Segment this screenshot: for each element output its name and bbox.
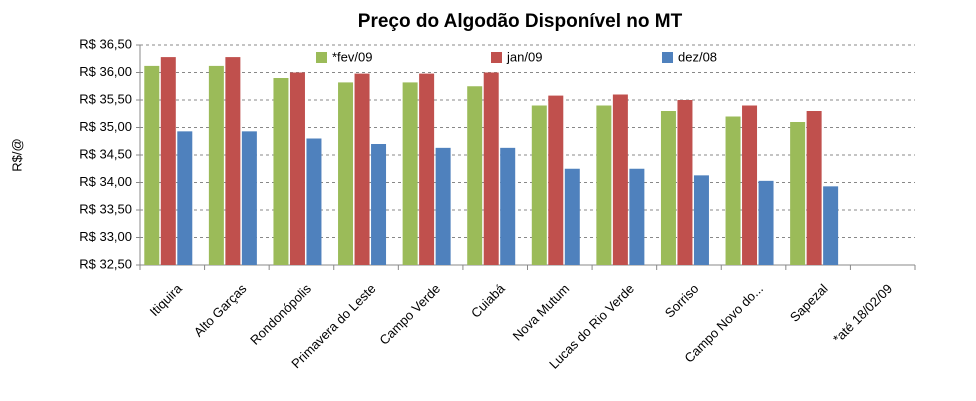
bar: [806, 111, 822, 265]
bar: [564, 168, 580, 265]
bar: [338, 82, 354, 266]
x-tick-label: Alto Garças: [191, 281, 250, 340]
bar: [758, 180, 774, 265]
bar: [225, 57, 241, 265]
bar: [790, 122, 806, 265]
bar: [483, 72, 499, 265]
y-tick-label: R$ 32,50: [79, 256, 132, 271]
bar: [612, 94, 628, 265]
x-tick-label: *até 18/02/09: [830, 281, 895, 346]
x-tick-label: Rondonópolis: [247, 281, 314, 348]
bar: [467, 86, 483, 265]
y-tick-label: R$ 34,00: [79, 174, 132, 189]
legend-label: dez/08: [678, 49, 717, 64]
bar: [677, 100, 693, 265]
bar: [596, 105, 612, 265]
x-tick-label: Campo Verde: [376, 281, 443, 348]
bar: [629, 168, 645, 265]
bar: [531, 105, 547, 265]
bar: [419, 73, 435, 265]
x-tick-label: Sapezal: [787, 281, 831, 325]
x-tick-label: Sorriso: [662, 281, 702, 321]
bar: [500, 147, 516, 265]
chart-title: Preço do Algodão Disponível no MT: [358, 11, 683, 32]
bar: [742, 105, 758, 265]
x-tick-label: Cuiabá: [468, 280, 508, 320]
bar: [160, 57, 176, 265]
bar: [435, 147, 451, 265]
y-tick-label: R$ 35,00: [79, 119, 132, 134]
bar: [725, 116, 741, 265]
bar: [548, 95, 564, 265]
bar: [354, 73, 370, 265]
bar: [177, 131, 193, 265]
bar: [241, 131, 257, 265]
bar: [273, 78, 289, 265]
bar: [144, 65, 160, 266]
legend-swatch: [491, 52, 502, 63]
legend-label: jan/09: [506, 49, 542, 64]
legend-swatch: [316, 52, 327, 63]
legend-label: *fev/09: [332, 49, 372, 64]
bar: [660, 111, 676, 265]
y-axis-label: R$/@: [9, 138, 24, 171]
legend-swatch: [662, 52, 673, 63]
bar: [306, 138, 322, 265]
y-tick-label: R$ 35,50: [79, 91, 132, 106]
x-tick-label: Itiquira: [147, 280, 186, 319]
bar: [402, 82, 418, 266]
bar: [208, 65, 224, 266]
bar: [371, 144, 387, 265]
x-tick-label: Nova Mutum: [510, 281, 573, 344]
bar: [289, 72, 305, 265]
bar: [693, 175, 709, 265]
bar: [823, 186, 839, 265]
y-tick-label: R$ 34,50: [79, 146, 132, 161]
y-tick-label: R$ 36,50: [79, 36, 132, 51]
y-tick-label: R$ 33,00: [79, 229, 132, 244]
y-tick-label: R$ 36,00: [79, 64, 132, 79]
y-tick-label: R$ 33,50: [79, 201, 132, 216]
